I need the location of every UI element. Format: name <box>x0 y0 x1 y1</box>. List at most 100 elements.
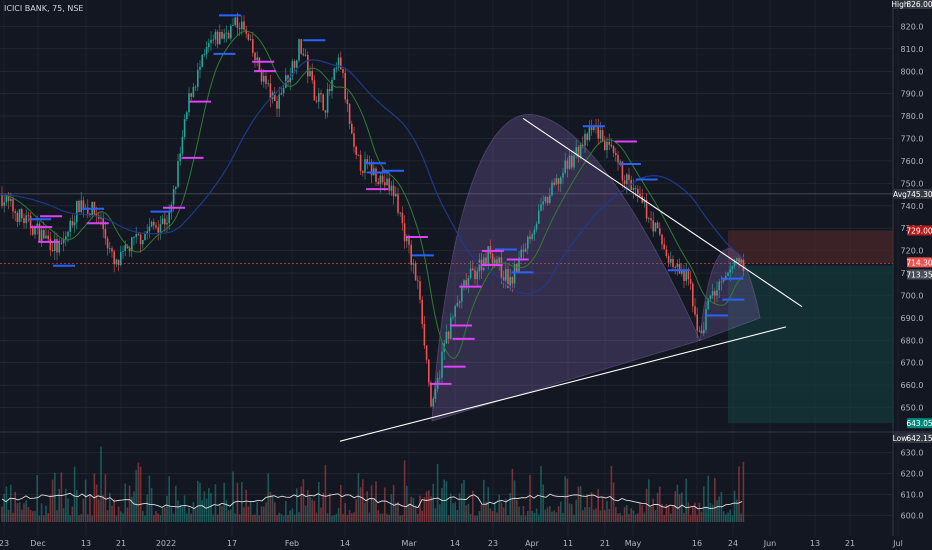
candle-body <box>659 228 661 235</box>
volume-bar <box>256 502 258 522</box>
volume-bar <box>608 509 610 522</box>
candle-body <box>133 237 135 238</box>
candle-body <box>194 86 197 88</box>
price-tick-label: 660.0 <box>901 381 924 390</box>
volume-bar <box>117 506 120 522</box>
volume-bar <box>595 508 597 522</box>
target-badge <box>907 418 932 429</box>
volume-bar <box>667 506 670 522</box>
candle-body <box>153 221 155 226</box>
volume-bar <box>331 515 333 522</box>
fast-moving-average <box>0 30 745 360</box>
volume-bar <box>214 484 217 522</box>
time-axis[interactable]: 23 Dec 13 21 2022 17 Feb 14 Mar 14 23 Apr 11 21 May 16 2… <box>0 539 903 548</box>
volume-bar <box>436 464 439 522</box>
candle-body <box>637 189 639 194</box>
volume-bar <box>599 510 602 522</box>
candle-body <box>621 161 624 181</box>
candle-body <box>544 197 547 202</box>
candle-body <box>267 83 269 85</box>
candle-body <box>115 259 118 265</box>
candle-body <box>395 194 397 197</box>
volume-bar <box>544 509 547 522</box>
volume-bar <box>362 479 364 522</box>
volume-bar <box>463 479 465 522</box>
volume-bar <box>318 481 320 522</box>
volume-bar <box>421 510 423 522</box>
volume-bar <box>153 515 155 522</box>
volume-bar <box>370 485 373 522</box>
volume-bar <box>172 513 175 522</box>
candle-body <box>560 177 562 185</box>
volume-bar <box>643 512 646 522</box>
candle-body <box>126 245 129 249</box>
volume-bar <box>80 514 82 522</box>
candle-body <box>676 264 679 268</box>
volume-bar <box>249 501 252 522</box>
volume-bar <box>579 486 582 522</box>
candle-body <box>315 100 318 102</box>
volume-bar <box>513 480 516 522</box>
candle-body <box>23 218 25 224</box>
volume-bar <box>181 506 184 522</box>
volume-bar <box>588 506 591 522</box>
candle-body <box>597 126 599 139</box>
volume-bar <box>205 498 208 522</box>
volume-bar <box>648 479 650 522</box>
candle-body <box>375 168 377 182</box>
candle-body <box>359 154 362 172</box>
candle-body <box>740 259 742 263</box>
upper-badge <box>907 225 932 236</box>
position-zones <box>0 193 893 424</box>
volume-bar <box>236 482 239 522</box>
volume-bar <box>124 483 126 522</box>
time-tick-label: Mar <box>401 539 417 548</box>
avg-badge <box>907 188 932 199</box>
volume-bar <box>335 513 338 522</box>
time-tick-label: 11 <box>563 539 573 548</box>
volume-bar <box>502 507 505 522</box>
candle-body <box>524 248 527 252</box>
volume-bar <box>225 500 228 522</box>
volume-bar <box>212 514 214 522</box>
candle-body <box>727 272 729 277</box>
volume-bar <box>280 513 283 522</box>
cup-arc <box>431 113 701 422</box>
candle-body <box>164 218 166 225</box>
candle-body <box>309 70 311 77</box>
volume-bar <box>120 511 122 522</box>
price-tick-label: 790.0 <box>901 90 924 99</box>
avg-label: Avg <box>893 190 907 199</box>
price-axis[interactable]: 820.0 810.0 800.0 790.0 780.0 770.0 760.0 750.0… <box>891 0 932 521</box>
candle-body <box>564 160 566 173</box>
high-value: 826.00 <box>906 0 932 9</box>
volume-bar <box>663 515 665 522</box>
volume-bar <box>491 511 494 522</box>
avg-value: 745.30 <box>906 190 932 199</box>
volume-bar <box>562 512 564 522</box>
candle-body <box>703 329 705 334</box>
candle-body <box>38 223 41 242</box>
volume-bar <box>144 515 146 522</box>
volume-bar <box>672 505 674 522</box>
trendlines[interactable] <box>339 117 803 442</box>
volume-bar <box>661 503 663 522</box>
volume-bar <box>509 492 511 522</box>
volume-bar <box>425 491 428 522</box>
candle-body <box>146 231 148 234</box>
candle-body <box>135 234 137 238</box>
candle-body <box>500 257 503 278</box>
candle-body <box>423 323 426 346</box>
volume-bar <box>282 515 285 522</box>
volume-bar <box>406 485 408 522</box>
volume-bar <box>230 509 232 522</box>
candle-body <box>326 89 329 113</box>
candle-body <box>720 281 723 283</box>
volume-bar <box>166 495 168 522</box>
candle-body <box>45 235 47 239</box>
volume-bar <box>157 513 159 522</box>
volume-bar <box>615 507 617 522</box>
candle-body <box>498 257 500 266</box>
